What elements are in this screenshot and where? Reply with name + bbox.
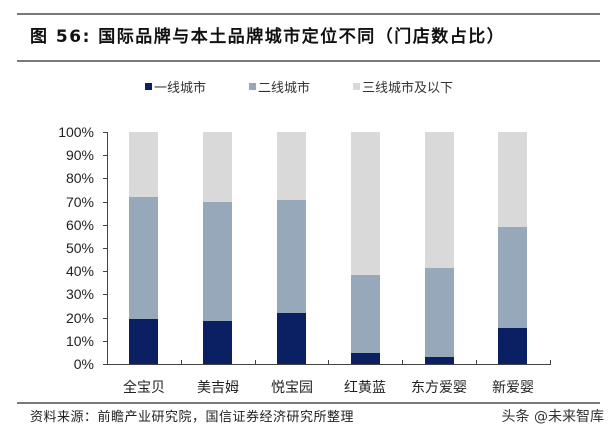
bar-segment-tier3 — [498, 132, 527, 227]
x-tick — [476, 360, 477, 364]
y-tick — [103, 132, 107, 133]
y-tick-label: 0% — [73, 356, 94, 372]
y-tick-label: 80% — [65, 170, 94, 186]
legend-swatch-tier2 — [249, 83, 256, 90]
y-tick-label: 10% — [65, 333, 94, 349]
bar-segment-tier2 — [498, 227, 527, 328]
bar-segment-tier3 — [203, 132, 232, 202]
legend-swatch-tier1 — [145, 83, 152, 90]
x-category-label: 悦宝园 — [271, 380, 313, 396]
y-tick-label: 70% — [65, 194, 94, 210]
bar-segment-tier3 — [425, 132, 454, 268]
bar-segment-tier2 — [351, 275, 380, 353]
bar-segment-tier1 — [498, 328, 527, 364]
x-tick — [255, 360, 256, 364]
title-bottom-rule — [17, 60, 600, 62]
x-axis — [107, 364, 551, 365]
watermark: 头条 @未来智库 — [501, 409, 604, 425]
legend-swatch-tier3 — [353, 83, 360, 90]
x-category-label: 新爱婴 — [492, 380, 534, 396]
x-category-label: 全宝贝 — [123, 380, 165, 396]
y-tick-label: 100% — [58, 124, 94, 140]
legend-item-tier3: 三线城市及以下 — [353, 77, 453, 96]
bar-segment-tier3 — [351, 132, 380, 275]
bar-segment-tier2 — [129, 197, 158, 319]
bar-segment-tier1 — [277, 313, 306, 364]
y-tick — [103, 248, 107, 249]
y-tick — [103, 364, 107, 365]
top-rule — [17, 13, 600, 15]
bar-segment-tier2 — [203, 202, 232, 321]
x-tick — [402, 360, 403, 364]
y-tick — [103, 271, 107, 272]
legend-item-tier1: 一线城市 — [145, 77, 206, 96]
legend-label: 三线城市及以下 — [362, 81, 454, 96]
y-tick — [103, 225, 107, 226]
bar-segment-tier3 — [129, 132, 158, 197]
x-tick — [550, 360, 551, 364]
x-category-label: 东方爱婴 — [411, 380, 467, 396]
y-tick — [103, 294, 107, 295]
y-axis — [107, 132, 108, 365]
y-tick-label: 20% — [65, 310, 94, 326]
figure-title: 图 56: 国际品牌与本土品牌城市定位不同（门店数占比） — [30, 27, 506, 47]
x-tick — [181, 360, 182, 364]
y-tick-label: 30% — [65, 286, 94, 302]
footer-rule — [17, 402, 600, 404]
y-tick-label: 40% — [65, 263, 94, 279]
legend-item-tier2: 二线城市 — [249, 77, 310, 96]
x-tick — [328, 360, 329, 364]
y-tick — [103, 155, 107, 156]
bar-segment-tier1 — [129, 319, 158, 364]
y-tick-label: 60% — [65, 217, 94, 233]
y-tick-label: 90% — [65, 147, 94, 163]
y-tick — [103, 318, 107, 319]
chart-legend: 一线城市 二线城市 三线城市及以下 — [0, 77, 614, 97]
bar-segment-tier1 — [425, 357, 454, 364]
y-tick-label: 50% — [65, 240, 94, 256]
y-tick — [103, 341, 107, 342]
bar-segment-tier2 — [425, 268, 454, 357]
bar-segment-tier3 — [277, 132, 306, 200]
y-tick — [103, 178, 107, 179]
legend-label: 一线城市 — [154, 81, 207, 96]
source-note: 资料来源：前瞻产业研究院，国信证券经济研究所整理 — [30, 410, 355, 425]
bar-segment-tier1 — [203, 321, 232, 364]
legend-label: 二线城市 — [258, 81, 311, 96]
x-category-label: 美吉姆 — [197, 380, 239, 396]
bar-segment-tier1 — [351, 352, 380, 364]
y-tick — [103, 202, 107, 203]
x-category-label: 红黄蓝 — [344, 380, 386, 396]
bar-segment-tier2 — [277, 200, 306, 313]
